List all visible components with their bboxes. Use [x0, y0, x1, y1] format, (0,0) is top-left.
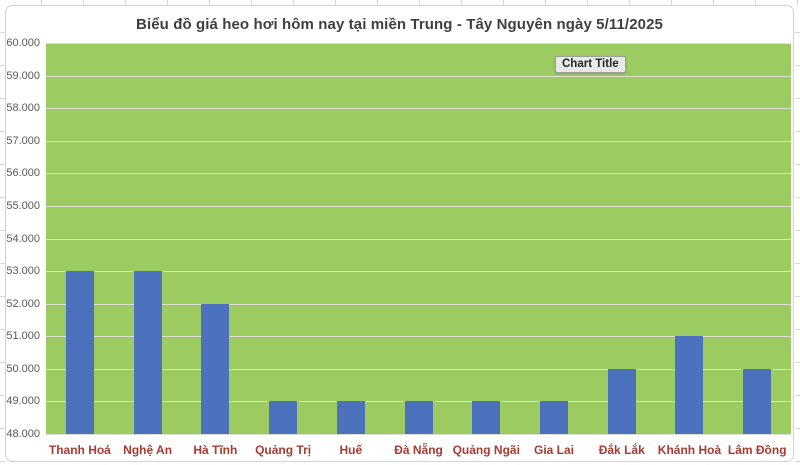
- bar-slot: [452, 43, 520, 434]
- gridline: [46, 239, 791, 240]
- chart-panel[interactable]: Biểu đồ giá heo hơi hôm nay tại miền Tru…: [5, 5, 794, 462]
- x-axis-category-label: Nghệ An: [123, 443, 173, 457]
- y-axis-tick-label: 55.000: [6, 200, 40, 212]
- gridline: [46, 76, 791, 77]
- gridline: [46, 271, 791, 272]
- y-axis-tick-label: 51.000: [6, 330, 40, 342]
- chart-bar[interactable]: [540, 401, 568, 434]
- bar-slot: [656, 43, 724, 434]
- spreadsheet-grid-left: [0, 0, 6, 465]
- x-axis-category-label: Gia Lai: [534, 443, 575, 457]
- chart-bar[interactable]: [743, 368, 772, 434]
- x-axis-category-label: Hà Tĩnh: [193, 443, 238, 457]
- x-axis-category-label: Huế: [339, 443, 363, 457]
- x-axis-category-label: Thanh Hoá: [48, 443, 111, 457]
- spreadsheet-grid-right: [795, 0, 800, 465]
- gridline: [46, 336, 791, 337]
- gridline: [46, 173, 791, 174]
- plot-area[interactable]: [46, 43, 791, 435]
- y-axis-tick-label: 48.000: [6, 428, 40, 440]
- gridline: [46, 141, 791, 142]
- y-axis-tick-label: 53.000: [6, 265, 40, 277]
- y-axis-tick-label: 58.000: [6, 102, 40, 114]
- y-axis-tick-label: 50.000: [6, 363, 40, 375]
- x-axis-category-label: Đắk Lắk: [598, 443, 645, 457]
- x-axis-category-label: Đà Nẵng: [394, 443, 443, 457]
- bar-series: [46, 43, 791, 434]
- y-axis: 60.000 59.000 58.000 57.000 56.000 55.000 54.0…: [6, 38, 40, 440]
- y-axis-tick-label: 52.000: [6, 298, 40, 310]
- chart-bar[interactable]: [607, 368, 636, 434]
- x-axis-category-label: Quảng Trị: [255, 443, 312, 457]
- y-axis-tick-label: 54.000: [6, 233, 40, 245]
- chart-bar[interactable]: [336, 401, 365, 434]
- bar-slot: [249, 43, 317, 434]
- x-axis-category-label: Lâm Đồng: [727, 443, 787, 457]
- bar-slot: [723, 43, 791, 434]
- gridline: [46, 108, 791, 109]
- chart-bar[interactable]: [201, 303, 230, 434]
- bar-slot: [520, 43, 588, 434]
- chart-bar[interactable]: [269, 401, 298, 434]
- gridline: [46, 369, 791, 370]
- x-axis-category-label: Khánh Hoà: [657, 443, 722, 457]
- bar-slot: [385, 43, 453, 434]
- bar-slot: [181, 43, 249, 434]
- bar-slot: [114, 43, 182, 434]
- chart-title-tooltip: Chart Title: [555, 56, 626, 73]
- bar-slot: [46, 43, 114, 434]
- chart-bar[interactable]: [65, 271, 94, 434]
- chart-bar[interactable]: [133, 271, 162, 434]
- bar-slot: [317, 43, 385, 434]
- chart-bar[interactable]: [472, 401, 501, 434]
- gridline: [46, 304, 791, 305]
- gridline: [46, 206, 791, 207]
- gridline: [46, 43, 791, 44]
- chart-bar[interactable]: [675, 336, 704, 434]
- bar-slot: [588, 43, 656, 434]
- y-axis-tick-label: 57.000: [6, 135, 40, 147]
- chart-title: Biểu đồ giá heo hơi hôm nay tại miền Tru…: [136, 16, 663, 33]
- chart-bar[interactable]: [404, 401, 433, 434]
- x-axis: Thanh Hoá Nghệ An Hà Tĩnh Quảng Trị Huế Đà Nẵ…: [46, 440, 791, 460]
- y-axis-tick-label: 60.000: [6, 37, 40, 49]
- y-axis-tick-label: 56.000: [6, 167, 40, 179]
- spreadsheet-grid-top: [0, 0, 800, 6]
- y-axis-tick-label: 49.000: [6, 395, 40, 407]
- y-axis-tick-label: 59.000: [6, 70, 40, 82]
- gridline: [46, 434, 791, 435]
- x-axis-category-label: Quảng Ngãi: [452, 443, 520, 457]
